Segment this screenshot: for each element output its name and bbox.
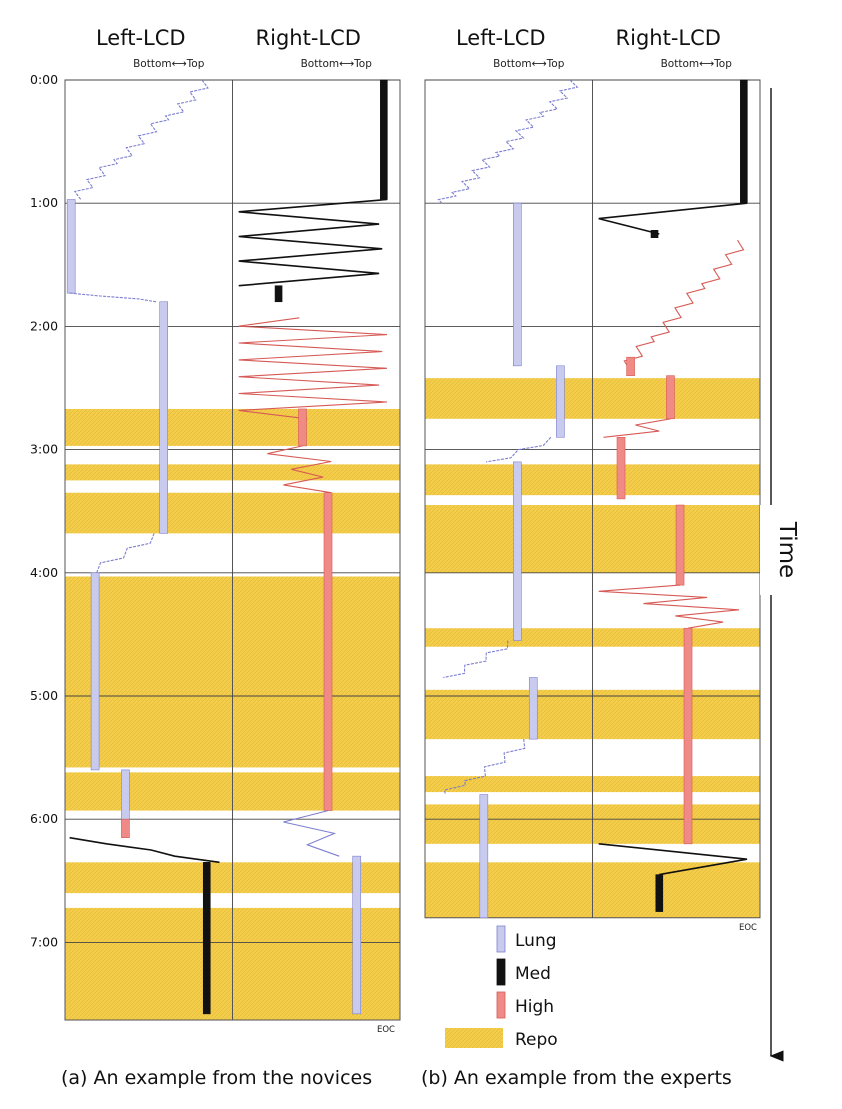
- scan-trace-lung: [444, 739, 526, 795]
- hold-bar-high: [616, 436, 626, 500]
- scan-trace-high: [603, 418, 671, 438]
- hold-bar-med: [650, 230, 659, 238]
- hold-bar-lung: [479, 794, 489, 919]
- legend-label-med: Med: [515, 964, 551, 984]
- hold-bar-lung: [90, 572, 100, 771]
- hold-bar-lung: [66, 199, 76, 294]
- y-tick-label: 6:00: [30, 811, 58, 826]
- legend-swatch-high: [496, 991, 506, 1019]
- column-title: Right-LCD: [616, 26, 721, 50]
- scan-trace-med: [598, 202, 748, 235]
- column-subtitle: Bottom⟷Top: [493, 58, 565, 70]
- hold-bar-lung: [159, 301, 168, 534]
- hold-bar-high: [675, 504, 685, 586]
- legend-label-lung: Lung: [515, 931, 557, 951]
- scan-trace-lung: [73, 79, 209, 200]
- column-title: Left-LCD: [96, 26, 186, 50]
- eoc-label: EOC: [739, 923, 757, 933]
- time-axis: Time: [760, 88, 800, 1062]
- y-tick-label: 5:00: [30, 688, 58, 703]
- y-tick-label: 7:00: [30, 934, 58, 949]
- hold-bar-lung: [528, 677, 538, 740]
- y-tick-label: 2:00: [30, 318, 58, 333]
- legend-label-repo: Repo: [515, 1030, 558, 1050]
- hold-bar-lung: [513, 461, 522, 641]
- legend-label-high: High: [515, 997, 554, 1017]
- column-subtitle: Bottom⟷Top: [133, 58, 205, 70]
- eoc-label: EOC: [377, 1025, 395, 1035]
- scan-trace-lung: [437, 79, 579, 204]
- column-subtitle: Bottom⟷Top: [661, 58, 733, 70]
- hold-bar-lung: [352, 855, 362, 1015]
- hold-bar-high: [323, 492, 333, 811]
- panel-experts: Left-LCD Bottom⟷Top Right-LCD Bottom⟷Top EOC: [424, 26, 761, 933]
- hold-bar-high: [666, 375, 675, 420]
- scan-trace-high: [238, 317, 388, 420]
- y-tick-label: 3:00: [30, 442, 58, 457]
- scan-trace-med: [238, 198, 388, 287]
- hold-bar-high: [298, 408, 307, 447]
- scan-trace-high: [623, 239, 745, 367]
- legend-swatch-med: [496, 958, 506, 986]
- hold-bar-lung: [556, 365, 565, 438]
- y-tick-label: 0:00: [30, 72, 58, 87]
- scan-trace-med: [598, 843, 748, 876]
- scan-trace-high: [598, 584, 740, 629]
- hold-bar-med: [655, 874, 664, 912]
- scan-trace-lung: [443, 640, 509, 679]
- caption-novices: (a) An example from the novices: [61, 1067, 372, 1089]
- hold-bar-lung: [513, 202, 522, 367]
- scan-trace-med: [69, 836, 220, 864]
- column-title: Left-LCD: [456, 26, 546, 50]
- hold-bar-med: [740, 79, 748, 204]
- time-axis-label: Time: [774, 521, 800, 578]
- scan-trace-lung: [69, 292, 157, 303]
- column-title: Right-LCD: [256, 26, 361, 50]
- y-tick-label: 1:00: [30, 195, 58, 210]
- caption-experts: (b) An example from the experts: [421, 1067, 732, 1089]
- hold-bar-high: [121, 818, 130, 838]
- hold-bar-high: [626, 356, 635, 376]
- scan-trace-high: [267, 445, 332, 494]
- hold-bar-high: [683, 627, 693, 845]
- legend-swatch-lung: [496, 925, 506, 953]
- hold-bar-med: [274, 285, 283, 303]
- hold-bar-med: [380, 79, 388, 200]
- panel-novices: 0:00 1:00 2:00 3:00 4:00 5:00 6:00 7:00 Left-LCD…: [30, 26, 401, 1035]
- scan-trace-lung: [486, 436, 552, 463]
- y-tick-label: 4:00: [30, 565, 58, 580]
- hold-bar-med: [202, 862, 211, 1015]
- legend: Lung Med High Repo: [445, 925, 558, 1050]
- scan-trace-lung: [96, 533, 155, 573]
- hold-bar-lung: [121, 769, 130, 820]
- column-subtitle: Bottom⟷Top: [301, 58, 373, 70]
- legend-swatch-repo: [445, 1028, 503, 1048]
- scan-trace-lung: [283, 810, 340, 857]
